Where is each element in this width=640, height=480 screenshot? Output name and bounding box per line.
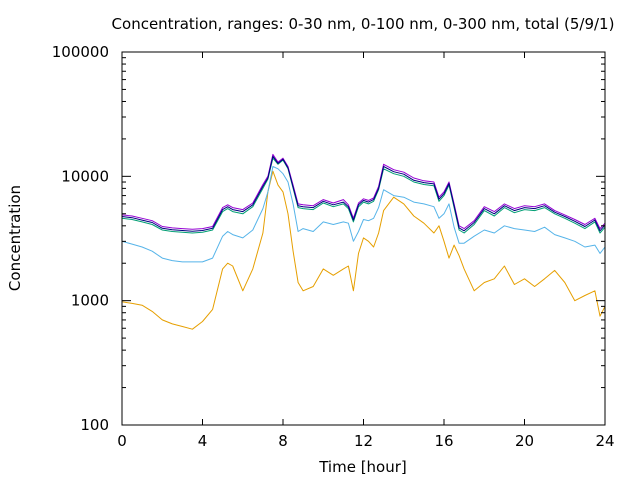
x-tick-label: 20	[515, 432, 534, 450]
x-tick-label: 24	[595, 432, 614, 450]
x-tick-label: 8	[278, 432, 288, 450]
chart-title: Concentration, ranges: 0-30 nm, 0-100 nm…	[112, 15, 615, 33]
y-tick-label: 10000	[61, 167, 109, 185]
x-tick-label: 12	[354, 432, 373, 450]
y-axis: 100 1000 10000 100000	[52, 43, 605, 434]
x-axis-label: Time [hour]	[318, 458, 407, 476]
series-line-5	[121, 155, 606, 232]
x-tick-label: 0	[117, 432, 127, 450]
x-tick-label: 4	[198, 432, 208, 450]
y-axis-label: Concentration	[6, 185, 24, 291]
series-layer	[121, 153, 606, 330]
y-tick-label: 1000	[71, 292, 109, 310]
y-tick-label: 100	[80, 416, 109, 434]
x-axis: 0 4 8 12 16 20 24	[117, 52, 615, 450]
series-line-1	[121, 170, 606, 330]
series-line-2	[121, 166, 606, 263]
y-tick-label: 100000	[52, 43, 109, 61]
x-tick-label: 16	[434, 432, 453, 450]
series-line-3	[121, 157, 606, 234]
series-line-4	[121, 153, 606, 230]
